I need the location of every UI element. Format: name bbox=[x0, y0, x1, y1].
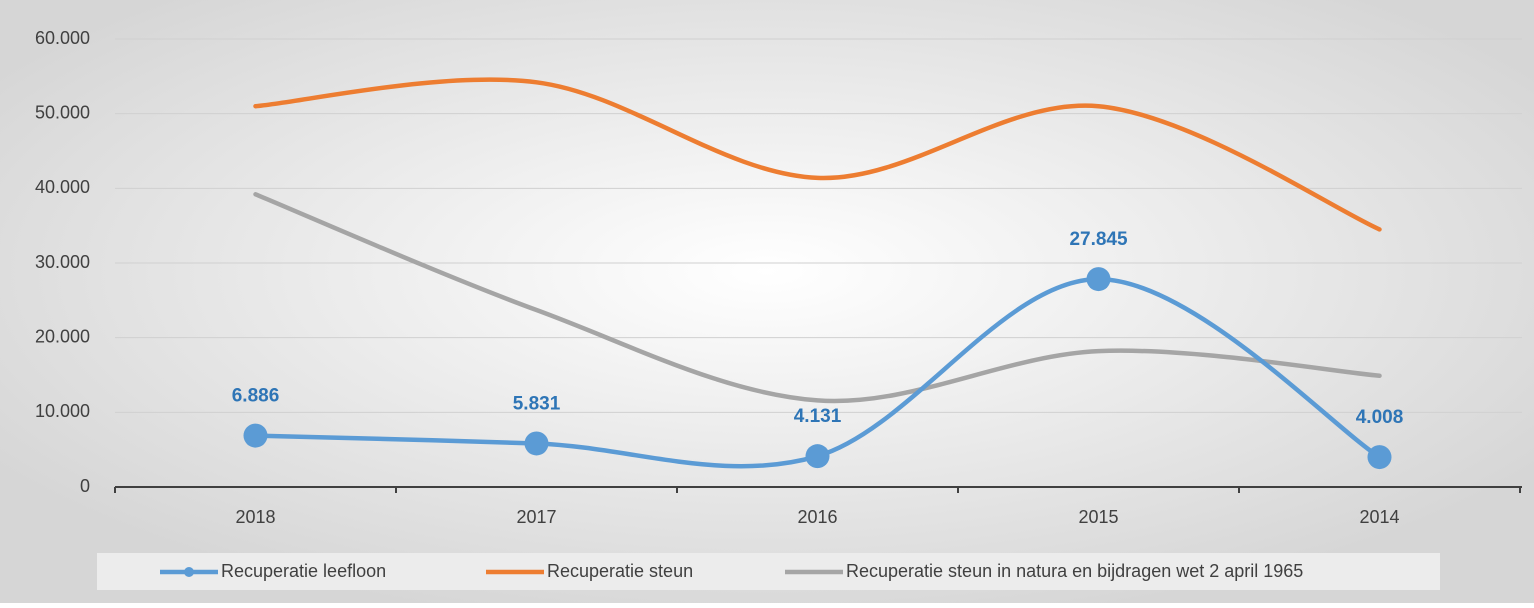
marker bbox=[1367, 445, 1392, 470]
legend-label: Recuperatie leefloon bbox=[221, 561, 386, 581]
x-tick-label: 2015 bbox=[1078, 507, 1118, 527]
series-line bbox=[253, 276, 1382, 469]
y-tick-label: 30.000 bbox=[35, 252, 90, 272]
series-line bbox=[253, 192, 1382, 404]
y-tick-label: 10.000 bbox=[35, 401, 90, 421]
y-tick-label: 0 bbox=[80, 476, 90, 496]
marker bbox=[524, 431, 549, 456]
marker bbox=[805, 444, 830, 469]
x-tick-label: 2016 bbox=[797, 507, 837, 527]
data-label: 6.886 bbox=[232, 386, 280, 407]
y-tick-label: 50.000 bbox=[35, 102, 90, 122]
x-tick-label: 2017 bbox=[516, 507, 556, 527]
legend-marker bbox=[184, 567, 194, 577]
y-tick-label: 20.000 bbox=[35, 326, 90, 346]
legend-label: Recuperatie steun in natura en bijdragen… bbox=[846, 561, 1303, 581]
y-tick-label: 60.000 bbox=[35, 28, 90, 48]
x-tick-label: 2014 bbox=[1359, 507, 1399, 527]
marker bbox=[1086, 267, 1111, 292]
legend-label: Recuperatie steun bbox=[547, 561, 693, 581]
marker bbox=[243, 423, 268, 448]
y-tick-label: 40.000 bbox=[35, 177, 90, 197]
data-label: 5.831 bbox=[513, 393, 561, 414]
data-label: 27.845 bbox=[1069, 229, 1128, 250]
series-line bbox=[253, 77, 1382, 232]
data-label: 4.008 bbox=[1356, 407, 1404, 428]
data-label: 4.131 bbox=[794, 406, 842, 427]
legend-box bbox=[97, 553, 1440, 590]
x-tick-label: 2018 bbox=[235, 507, 275, 527]
